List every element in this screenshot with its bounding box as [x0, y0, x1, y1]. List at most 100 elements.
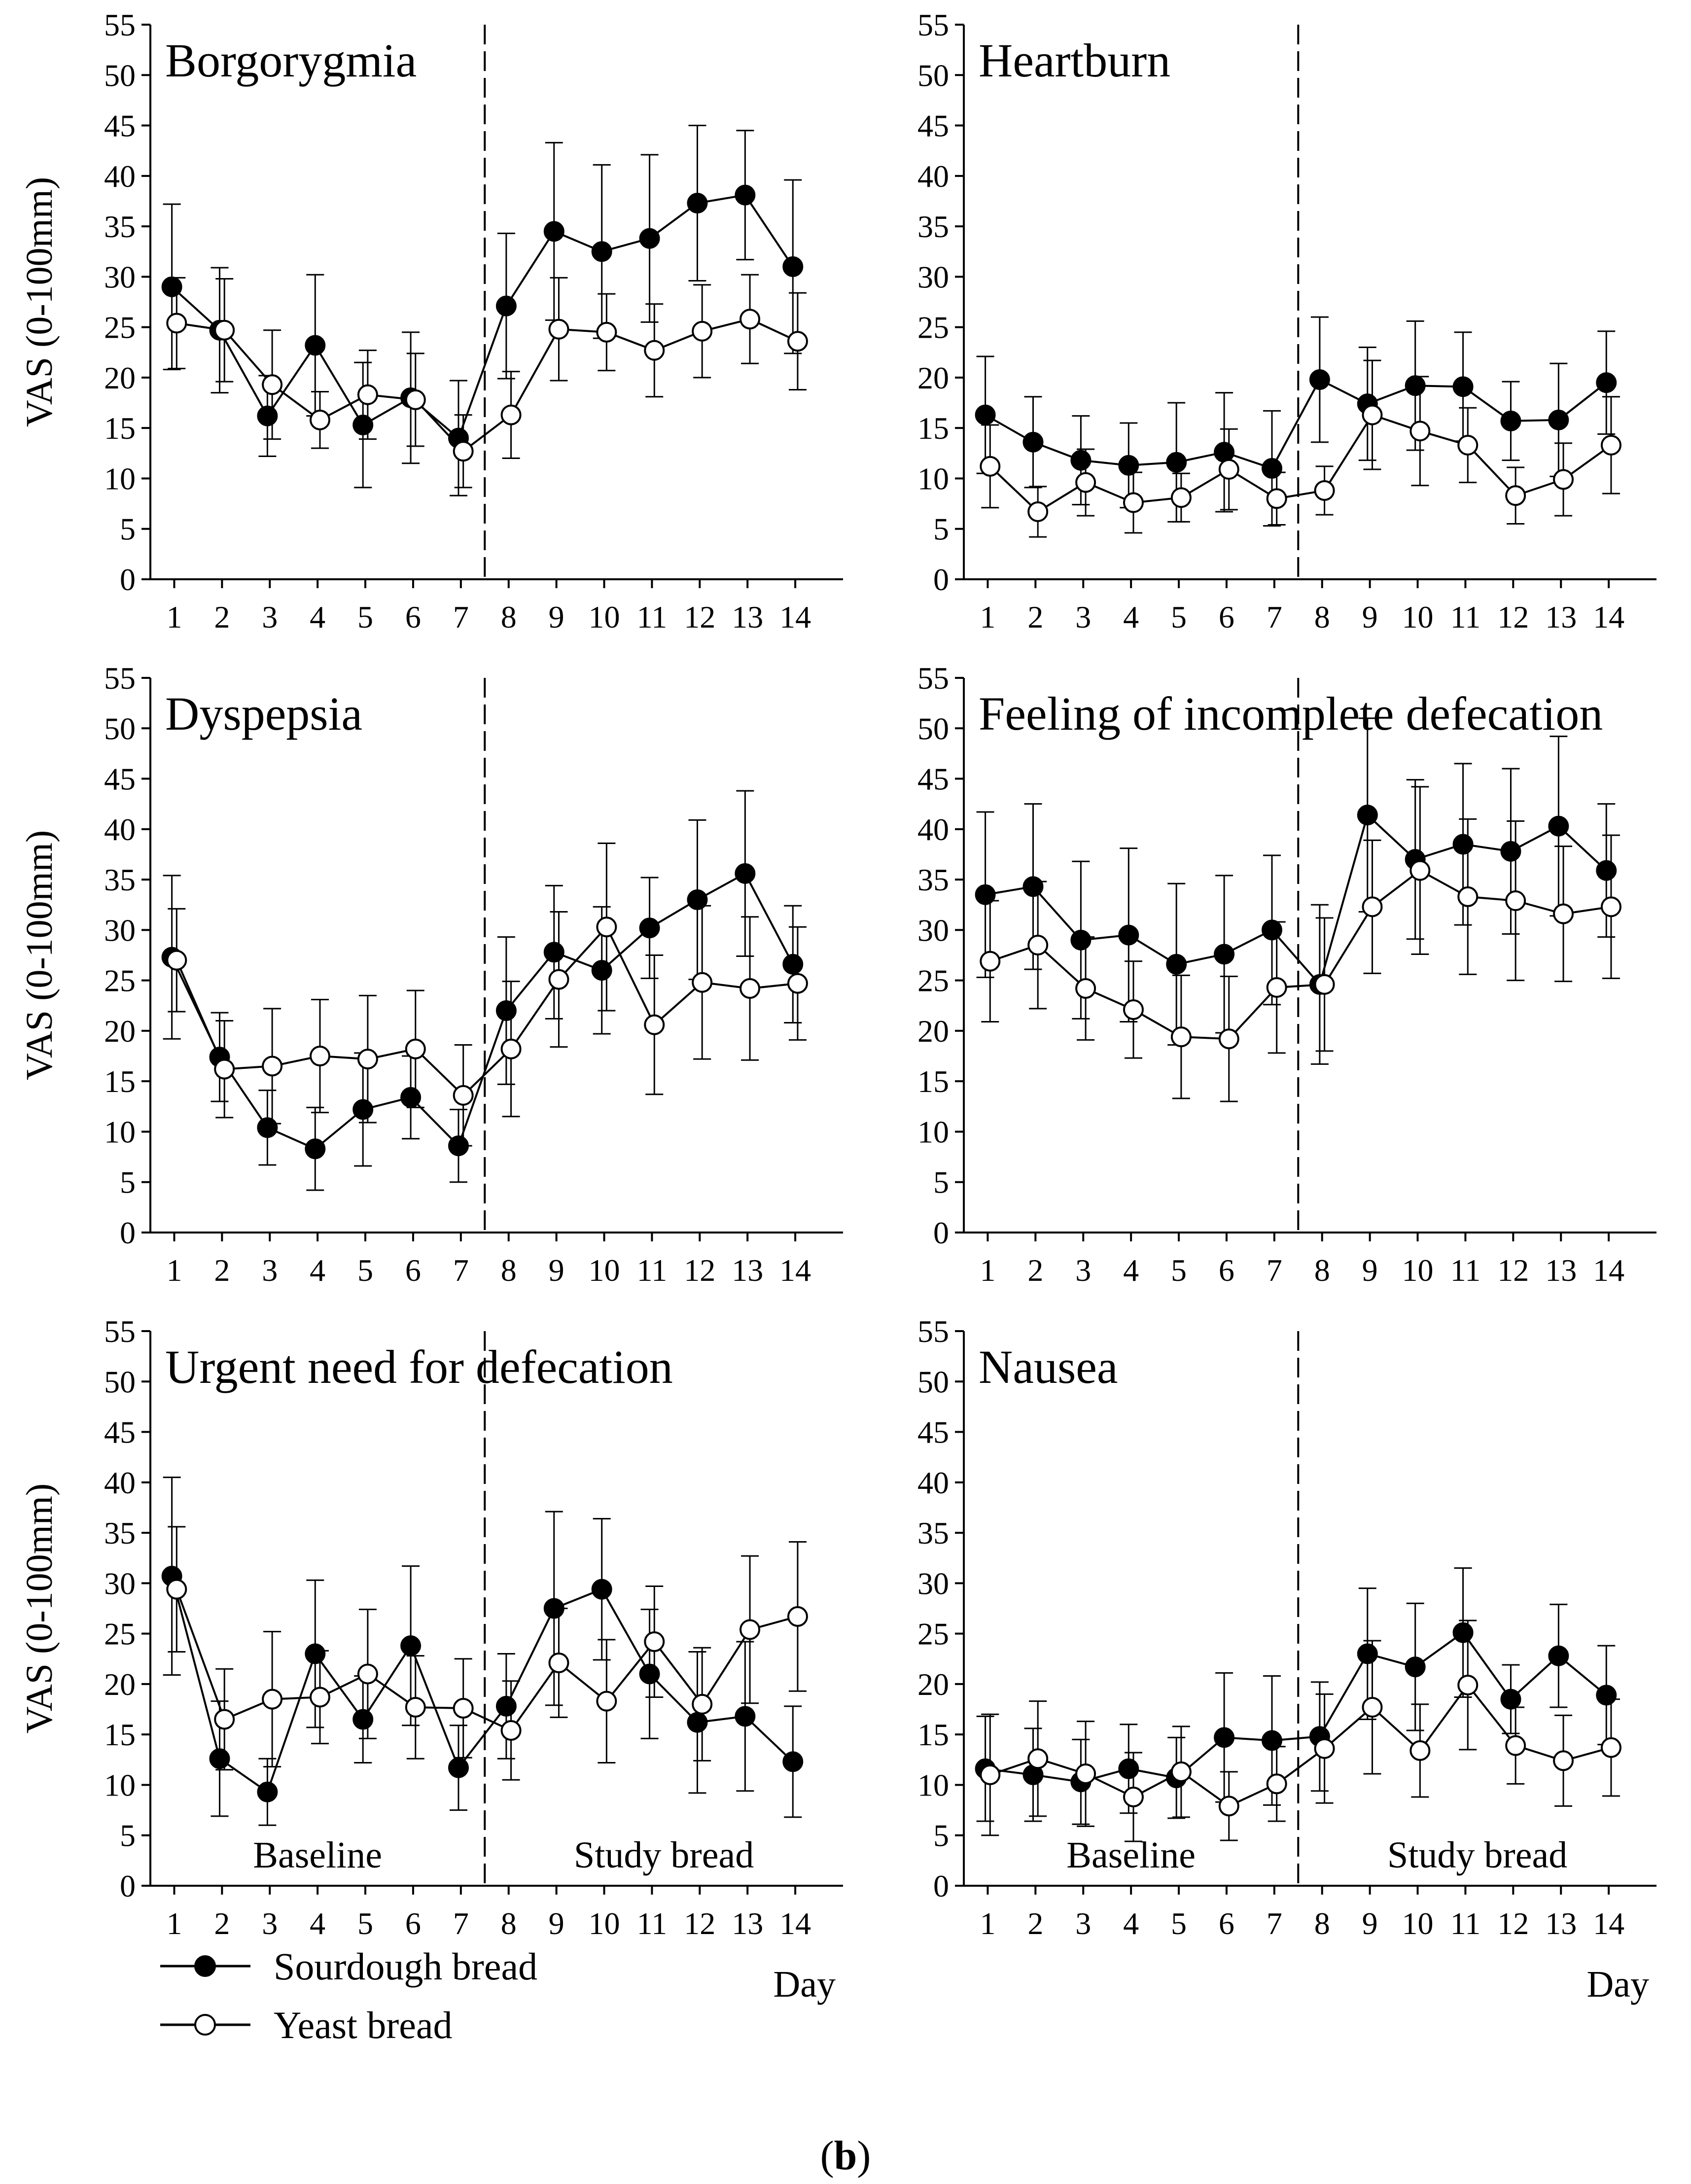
y-tick-label: 55	[104, 7, 136, 42]
data-point	[500, 404, 522, 425]
data-point	[214, 1058, 235, 1080]
x-tick-label: 13	[732, 599, 763, 634]
y-tick-label: 55	[104, 1314, 136, 1349]
data-point	[400, 1087, 422, 1108]
data-point	[644, 340, 665, 361]
series-yeast	[980, 1620, 1621, 1842]
data-point	[257, 1781, 278, 1802]
x-tick-label: 10	[589, 1906, 620, 1941]
data-point	[495, 1000, 517, 1021]
data-point	[735, 863, 756, 884]
panel-title: Dyspepsia	[165, 687, 362, 740]
caption-close-paren: )	[857, 2133, 871, 2179]
data-point	[1123, 492, 1144, 513]
y-tick-label: 55	[104, 661, 136, 696]
series-sourdough	[975, 717, 1617, 1065]
y-tick-label: 25	[917, 310, 949, 345]
y-tick-label: 15	[917, 1064, 949, 1099]
x-tick-label: 7	[1267, 1253, 1282, 1288]
data-point	[1070, 929, 1092, 951]
x-tick-label: 11	[637, 1906, 668, 1941]
data-point	[548, 1652, 569, 1673]
y-tick-label: 35	[104, 862, 136, 897]
data-point	[975, 404, 996, 425]
data-point	[1548, 815, 1569, 837]
caption-open-paren: (	[820, 2133, 834, 2179]
legend-item-sourdough: Sourdough bread	[160, 1945, 537, 1988]
y-tick-label: 20	[917, 360, 949, 395]
x-tick-label: 7	[453, 599, 469, 634]
panel-title: Nausea	[979, 1340, 1118, 1393]
data-point	[262, 374, 283, 395]
phase-label-study: Study bread	[1387, 1834, 1567, 1876]
y-tick-label: 40	[104, 1465, 136, 1500]
x-tick-label: 2	[214, 1253, 230, 1288]
legend-label-sourdough: Sourdough bread	[274, 1945, 537, 1988]
data-point	[980, 456, 1001, 477]
data-point	[357, 384, 378, 405]
data-point	[453, 1698, 474, 1719]
data-point	[1409, 860, 1431, 881]
y-tick-label: 25	[917, 963, 949, 998]
data-point	[787, 1606, 808, 1627]
data-point	[692, 1693, 713, 1715]
x-tick-label: 4	[310, 1253, 325, 1288]
x-tick-label: 12	[684, 1906, 715, 1941]
x-tick-label: 3	[1075, 1906, 1091, 1941]
data-point	[1218, 1796, 1239, 1817]
x-tick-label: 6	[1219, 599, 1234, 634]
data-point	[1123, 999, 1144, 1020]
x-tick-label: 6	[1219, 1253, 1234, 1288]
data-point	[787, 331, 808, 352]
data-point	[1409, 1740, 1431, 1761]
x-tick-label: 2	[1027, 599, 1043, 634]
series-sourdough	[975, 1567, 1617, 1825]
x-tick-label: 9	[549, 1906, 564, 1941]
data-point	[309, 409, 330, 430]
y-tick-label: 40	[104, 812, 136, 847]
series-sourdough	[161, 1477, 804, 1826]
y-tick-label: 20	[917, 1014, 949, 1049]
y-tick-label: 0	[933, 1868, 949, 1903]
data-point	[1166, 953, 1187, 975]
x-tick-label: 1	[980, 599, 995, 634]
legend-marker-sourdough	[194, 1955, 216, 1977]
series-line	[171, 872, 794, 1150]
x-tick-label: 2	[1027, 1253, 1043, 1288]
x-tick-label: 10	[1402, 1253, 1434, 1288]
data-point	[980, 951, 1001, 972]
y-tick-label: 50	[104, 1364, 136, 1399]
data-point	[305, 1643, 326, 1664]
data-point	[1452, 834, 1474, 855]
x-tick-label: 3	[262, 599, 278, 634]
x-tick-label: 11	[1450, 1906, 1481, 1941]
y-tick-label: 15	[104, 411, 136, 446]
data-point	[735, 184, 756, 206]
data-point	[1405, 1656, 1426, 1678]
series-line	[171, 1576, 794, 1794]
y-tick-label: 50	[917, 711, 949, 746]
data-point	[262, 1689, 283, 1710]
y-tick-label: 10	[917, 461, 949, 496]
data-point	[644, 1631, 665, 1652]
data-point	[448, 1757, 469, 1778]
data-point	[1266, 977, 1287, 998]
data-point	[782, 1751, 804, 1772]
data-point	[1022, 431, 1044, 453]
y-tick-label: 45	[917, 108, 949, 143]
x-tick-label: 10	[589, 599, 620, 634]
data-point	[257, 405, 278, 426]
data-point	[1314, 1738, 1335, 1759]
x-tick-label: 5	[1171, 1906, 1187, 1941]
y-tick-label: 20	[104, 1014, 136, 1049]
data-point	[405, 1038, 426, 1059]
data-point	[1500, 410, 1521, 431]
x-tick-label: 5	[1171, 1253, 1187, 1288]
x-tick-label: 9	[1362, 599, 1378, 634]
data-point	[692, 972, 713, 993]
x-tick-label: 8	[1314, 599, 1330, 634]
y-tick-label: 45	[917, 1415, 949, 1450]
data-point	[214, 1709, 235, 1730]
caption-letter: b	[834, 2133, 857, 2179]
data-point	[405, 1696, 426, 1718]
